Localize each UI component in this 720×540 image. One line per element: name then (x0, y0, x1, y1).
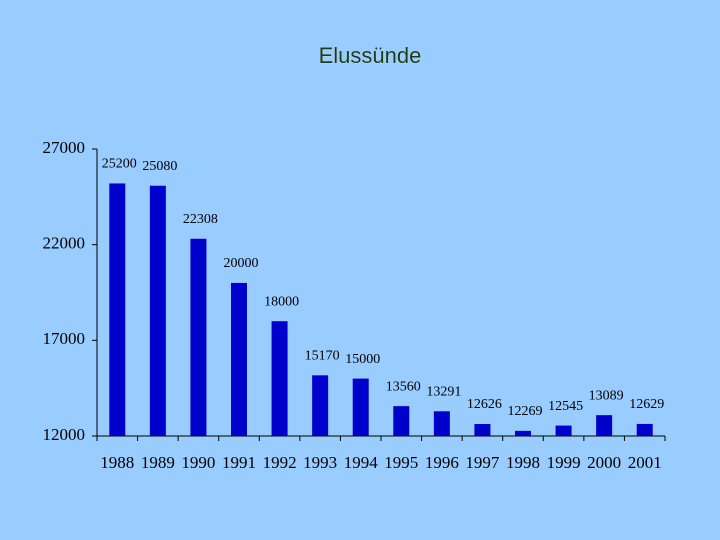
x-tick-label: 1991 (222, 453, 256, 472)
bar (515, 430, 531, 436)
value-label: 13089 (589, 388, 624, 403)
x-tick-label: 1999 (547, 453, 581, 472)
bar (109, 183, 126, 436)
bar (271, 321, 288, 436)
bar (352, 378, 369, 436)
value-label: 12626 (467, 397, 502, 412)
chart-title: Elussünde (319, 43, 422, 68)
value-label: 15170 (305, 349, 340, 364)
value-label: 12629 (629, 397, 664, 412)
value-label: 25080 (142, 159, 177, 174)
bar (555, 425, 572, 436)
x-tick-label: 1996 (425, 453, 459, 472)
x-tick-label: 1990 (181, 453, 215, 472)
x-tick-label: 1992 (263, 453, 297, 472)
value-label: 18000 (264, 294, 299, 309)
value-label: 13291 (426, 385, 461, 400)
x-tick-label: 1998 (506, 453, 540, 472)
value-label: 13560 (386, 379, 421, 394)
bar (149, 185, 166, 436)
bar (393, 406, 410, 436)
bar (636, 423, 653, 436)
bar (312, 375, 329, 436)
x-tick-label: 1988 (100, 453, 134, 472)
bar (190, 238, 207, 436)
y-tick-label: 22000 (43, 234, 86, 253)
bar (474, 424, 491, 436)
y-tick-label: 17000 (43, 329, 86, 348)
x-tick-label: 2001 (628, 453, 662, 472)
x-tick-label: 1995 (384, 453, 418, 472)
bar (596, 415, 613, 436)
x-tick-label: 1994 (344, 453, 379, 472)
x-tick-label: 2000 (587, 453, 621, 472)
value-label: 25200 (102, 157, 137, 172)
bar (231, 282, 247, 436)
value-label: 15000 (345, 352, 380, 367)
x-tick-label: 1993 (303, 453, 337, 472)
value-label: 20000 (224, 256, 259, 271)
y-tick-label: 12000 (43, 425, 86, 444)
value-label: 12269 (508, 404, 543, 419)
x-tick-label: 1997 (465, 453, 500, 472)
value-label: 12545 (548, 399, 583, 414)
bar (433, 411, 450, 436)
y-tick-label: 27000 (43, 138, 86, 157)
value-label: 22308 (183, 212, 218, 227)
x-tick-label: 1989 (141, 453, 175, 472)
